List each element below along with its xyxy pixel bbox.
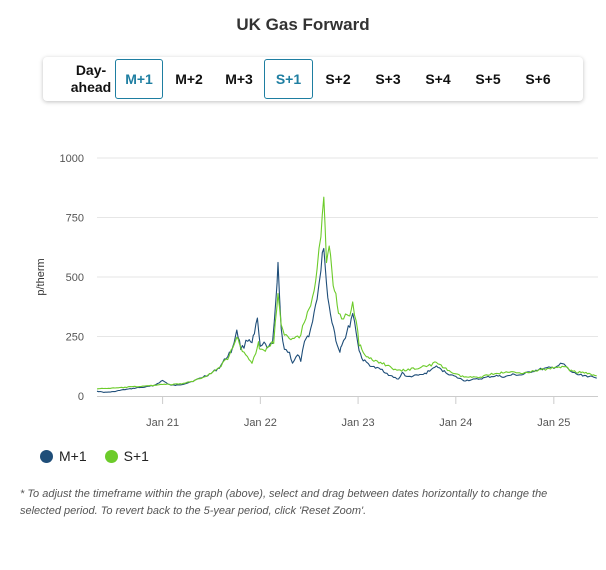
tab-s6-label: S+6 xyxy=(525,70,551,87)
zoom-instructions-footnote: * To adjust the timeframe within the gra… xyxy=(20,488,548,517)
y-tick-label: 1000 xyxy=(60,153,84,165)
tab-s3[interactable]: S+3 xyxy=(364,59,412,99)
series-line-m1[interactable] xyxy=(96,247,597,393)
y-tick-label: 0 xyxy=(78,391,84,403)
tab-day-ahead-label: Day-ahead xyxy=(70,62,112,95)
legend-swatch-s1 xyxy=(104,449,118,463)
gas-forward-line-chart[interactable]: 0 250 500 750 1000 Jan 21 Jan 22 Jan 23 Jan 24 Ja… xyxy=(0,140,606,440)
x-tick-label: Jan 25 xyxy=(537,417,570,429)
tab-m3[interactable]: M+3 xyxy=(215,59,263,99)
tab-m2[interactable]: M+2 xyxy=(165,59,213,99)
tab-s2[interactable]: S+2 xyxy=(314,59,362,99)
tab-s5-label: S+5 xyxy=(475,70,501,87)
x-tick-label: Jan 21 xyxy=(146,417,179,429)
legend-label-s1: S+1 xyxy=(123,448,149,464)
chart-title: UK Gas Forward xyxy=(236,15,370,34)
tab-s2-label: S+2 xyxy=(325,70,351,87)
gridlines xyxy=(97,157,598,337)
tab-s4[interactable]: S+4 xyxy=(414,59,462,99)
x-tick-label: Jan 23 xyxy=(342,417,375,429)
tab-s4-label: S+4 xyxy=(425,70,451,87)
tab-day-ahead[interactable]: Day-ahead xyxy=(67,59,115,99)
series-lines[interactable] xyxy=(96,196,597,393)
y-tick-label: 750 xyxy=(66,213,84,225)
tab-m2-label: M+2 xyxy=(175,70,203,87)
tab-s1-label: S+1 xyxy=(275,70,302,87)
tab-s5[interactable]: S+5 xyxy=(464,59,512,99)
legend-swatch-m1 xyxy=(40,449,53,463)
legend-label-m1: M+1 xyxy=(59,448,87,464)
y-tick-label: 250 xyxy=(66,332,84,344)
legend-item-m1[interactable]: M+1 xyxy=(40,448,87,464)
x-tick-label: Jan 22 xyxy=(244,417,277,429)
tab-s3-label: S+3 xyxy=(375,70,401,87)
tab-m3-label: M+3 xyxy=(225,70,253,87)
x-tick-label: Jan 24 xyxy=(439,417,472,429)
tab-m1[interactable]: M+1 xyxy=(115,59,163,99)
legend-item-s1[interactable]: S+1 xyxy=(104,448,149,464)
y-axis-label: p/therm xyxy=(35,258,47,295)
tab-m1-label: M+1 xyxy=(125,70,153,87)
tab-s1[interactable]: S+1 xyxy=(264,59,313,99)
axes: 0 250 500 750 1000 Jan 21 Jan 22 Jan 23 Jan 24 Ja… xyxy=(35,153,598,429)
contract-tab-bar: Day-ahead M+1 M+2 M+3 S+1 S+2 S+3 S+4 S+… xyxy=(43,57,583,101)
series-line-s1[interactable] xyxy=(96,196,597,390)
tab-s6[interactable]: S+6 xyxy=(514,59,562,99)
chart-legend: M+1 S+1 xyxy=(40,448,149,464)
y-tick-label: 500 xyxy=(66,272,84,284)
